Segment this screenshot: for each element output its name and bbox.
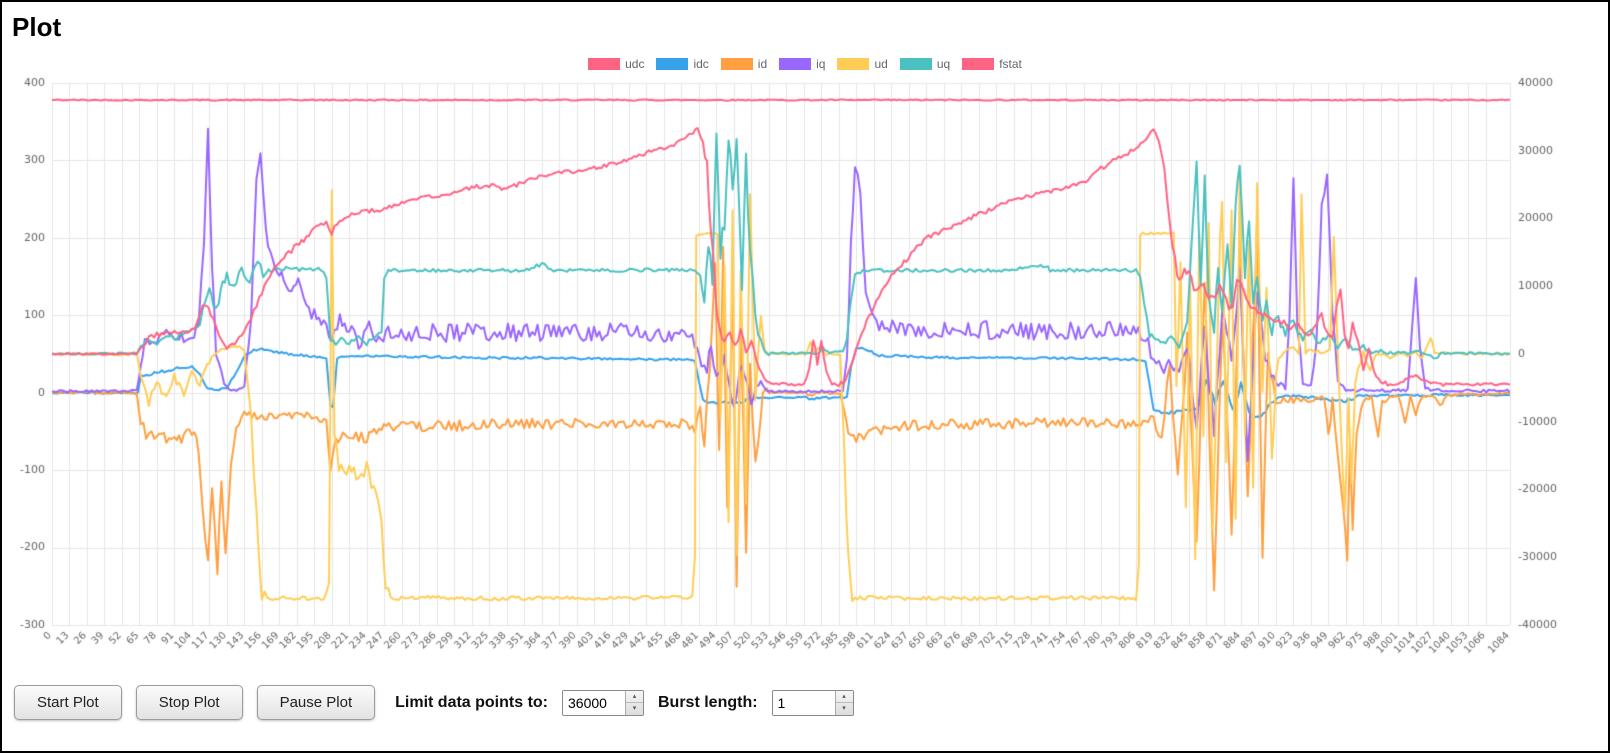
burst-input-wrap: ▴ ▾ bbox=[771, 689, 854, 716]
legend-label: udc bbox=[625, 57, 645, 71]
legend-label: fstat bbox=[999, 57, 1022, 71]
spinner-down-icon[interactable]: ▾ bbox=[632, 705, 637, 713]
legend-label: uq bbox=[936, 57, 951, 71]
legend-label: idc bbox=[693, 57, 709, 71]
limit-data-points-label: Limit data points to: bbox=[395, 693, 548, 711]
legend-swatch bbox=[720, 58, 753, 70]
legend-item-id[interactable]: id bbox=[720, 57, 768, 71]
burst-input[interactable] bbox=[772, 690, 835, 715]
plot-canvas bbox=[10, 73, 1598, 673]
start-plot-button[interactable]: Start Plot bbox=[14, 685, 122, 720]
burst-length-label: Burst length: bbox=[658, 693, 758, 711]
legend-item-uq[interactable]: uq bbox=[899, 57, 951, 71]
legend-swatch bbox=[899, 58, 932, 70]
controls-bar: Start Plot Stop Plot Pause Plot Limit da… bbox=[14, 685, 1608, 720]
limit-input[interactable] bbox=[563, 690, 625, 715]
page-title: Plot bbox=[12, 12, 62, 42]
spinner-up-icon[interactable]: ▴ bbox=[835, 691, 853, 703]
legend-swatch bbox=[656, 58, 689, 70]
stop-plot-button[interactable]: Stop Plot bbox=[135, 685, 243, 720]
spinner-down-icon[interactable]: ▾ bbox=[842, 705, 846, 713]
legend-swatch bbox=[779, 58, 812, 70]
legend-label: ud bbox=[874, 57, 888, 71]
spinner-up-icon[interactable]: ▴ bbox=[626, 691, 643, 703]
legend-item-iq[interactable]: iq bbox=[779, 57, 825, 71]
legend-item-idc[interactable]: idc bbox=[656, 57, 709, 71]
limit-input-wrap: ▴ ▾ bbox=[562, 689, 644, 716]
chart-container: udc idc id iq ud uq fstat bbox=[2, 57, 1608, 673]
limit-spinner: ▴ ▾ bbox=[625, 690, 643, 715]
legend-item-udc[interactable]: udc bbox=[588, 57, 644, 71]
burst-spinner: ▴ ▾ bbox=[834, 690, 853, 715]
legend-label: id bbox=[757, 57, 768, 71]
legend-label: iq bbox=[816, 57, 826, 71]
legend-item-ud[interactable]: ud bbox=[837, 57, 888, 71]
pause-plot-button[interactable]: Pause Plot bbox=[256, 685, 376, 720]
legend-swatch bbox=[837, 58, 870, 70]
legend-swatch bbox=[962, 58, 995, 70]
legend-item-fstat[interactable]: fstat bbox=[962, 57, 1022, 71]
legend-swatch bbox=[588, 58, 621, 70]
chart-legend: udc idc id iq ud uq fstat bbox=[2, 57, 1608, 71]
